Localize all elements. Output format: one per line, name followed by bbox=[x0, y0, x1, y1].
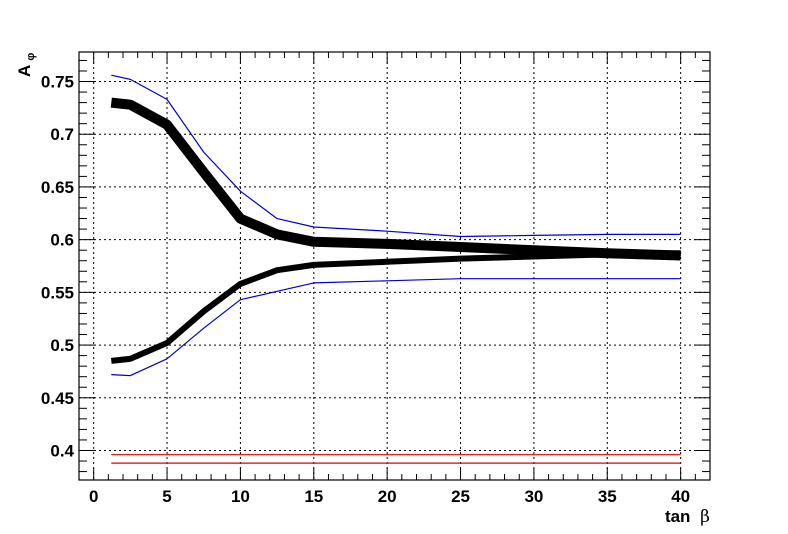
x-axis-title-main: tan bbox=[665, 507, 691, 526]
y-tick-label: 0.5 bbox=[50, 336, 74, 355]
x-tick-label: 10 bbox=[231, 487, 250, 506]
axis-ticks bbox=[78, 52, 711, 480]
y-tick-label: 0.4 bbox=[50, 441, 74, 460]
y-tick-labels: 0.4 0.45 0.5 0.55 0.6 0.65 0.7 0.75 bbox=[41, 73, 75, 461]
y-tick-label: 0.55 bbox=[41, 283, 74, 302]
series-group bbox=[110, 74, 681, 464]
y-tick-label: 0.65 bbox=[41, 178, 74, 197]
series-line-upper-band bbox=[110, 97, 681, 261]
x-tick-label: 15 bbox=[304, 487, 323, 506]
x-axis-title: tan β bbox=[665, 507, 710, 527]
x-tick-label: 30 bbox=[524, 487, 543, 506]
series-line-upper-blue bbox=[111, 74, 681, 238]
y-tick-label: 0.75 bbox=[41, 73, 74, 92]
plot-frame bbox=[78, 51, 711, 481]
y-axis-title-main: A bbox=[15, 65, 34, 77]
y-axis-title: A φ bbox=[15, 53, 37, 77]
x-tick-label: 0 bbox=[89, 487, 98, 506]
x-tick-labels: 0 5 10 15 20 25 30 35 40 bbox=[89, 487, 690, 506]
grid bbox=[79, 52, 710, 480]
svg-text:A φ: A φ bbox=[15, 53, 37, 77]
series-line-lower-band bbox=[110, 250, 681, 364]
x-axis-title-symbol: β bbox=[700, 507, 710, 527]
x-tick-label: 20 bbox=[378, 487, 397, 506]
y-tick-label: 0.6 bbox=[50, 231, 74, 250]
y-tick-label: 0.7 bbox=[50, 125, 74, 144]
x-tick-label: 25 bbox=[451, 487, 470, 506]
x-tick-label: 5 bbox=[162, 487, 171, 506]
x-tick-label: 40 bbox=[671, 487, 690, 506]
y-axis-title-sub: φ bbox=[25, 53, 37, 61]
x-tick-label: 35 bbox=[598, 487, 617, 506]
y-tick-label: 0.45 bbox=[41, 389, 74, 408]
series-line-lower-blue bbox=[111, 278, 681, 377]
